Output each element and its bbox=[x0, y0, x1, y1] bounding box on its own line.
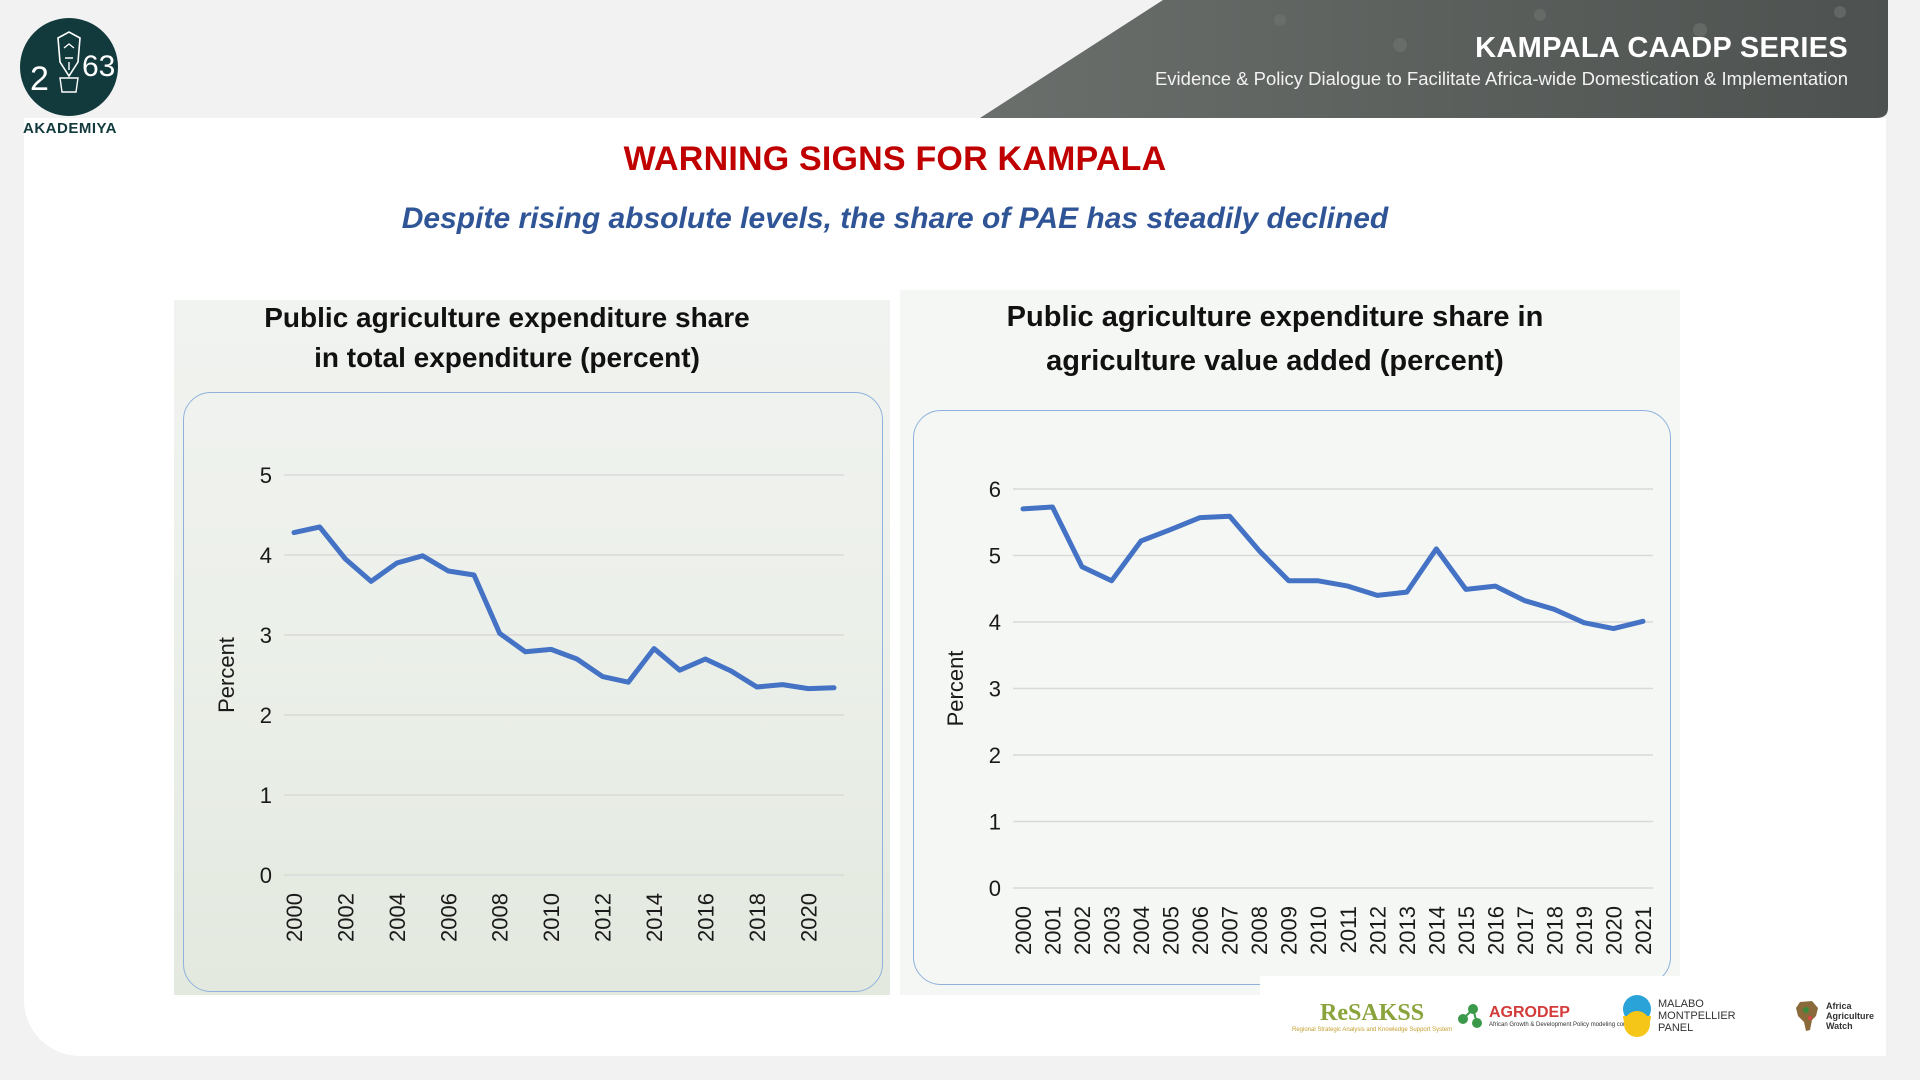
chart1-title-line1: Public agriculture expenditure share bbox=[264, 302, 750, 333]
banner-shape bbox=[980, 0, 1888, 118]
series-subtitle: Evidence & Policy Dialogue to Facilitate… bbox=[1154, 68, 1848, 89]
chart1-xtick-label: 2012 bbox=[591, 893, 616, 942]
resakss-name: ReSAKSS bbox=[1320, 999, 1425, 1026]
chart2-xtick-label: 2006 bbox=[1188, 906, 1213, 955]
malabo-montpellier-logo: MALABO MONTPELLIER PANEL bbox=[1622, 976, 1736, 1056]
chart1-xtick-label: 2008 bbox=[488, 893, 513, 942]
logo-emblem: 2 63 bbox=[20, 18, 118, 116]
series-banner: KAMPALA CAADP SERIES Evidence & Policy D… bbox=[980, 0, 1888, 118]
chart2-xtick-label: 2011 bbox=[1336, 906, 1361, 953]
chart2-xtick-label: 2020 bbox=[1601, 906, 1626, 955]
logo-mask-icon: 2 63 bbox=[30, 31, 115, 98]
chart1-plot: 0 1 2 3 4 5 2000 2002 2004 2006 2008 2010 2012 2014 20… bbox=[214, 463, 844, 942]
partner-logos: ReSAKSS Regional Strategic Analysis and … bbox=[1260, 976, 1886, 1056]
chart1-ytick-label: 2 bbox=[260, 703, 272, 728]
agrodep-name: AGRODEP bbox=[1489, 1004, 1570, 1021]
slide-subtitle: Despite rising absolute levels, the shar… bbox=[401, 202, 1389, 235]
agrodep-tagline: African Growth & Development Policy mode… bbox=[1489, 1022, 1647, 1028]
slide-title: WARNING SIGNS FOR KAMPALA bbox=[623, 140, 1167, 178]
chart2-ytick-label: 6 bbox=[989, 477, 1001, 502]
chart2-ytick-label: 3 bbox=[989, 677, 1001, 702]
chart2-title-line1: Public agriculture expenditure share in bbox=[1006, 301, 1544, 333]
chart1-ytick-label: 4 bbox=[260, 543, 272, 568]
chart2-xtick-label: 2005 bbox=[1159, 906, 1184, 955]
chart1-xtick-label: 2018 bbox=[745, 893, 770, 942]
chart2-xtick-label: 2008 bbox=[1247, 906, 1272, 955]
resakss-tagline: Regional Strategic Analysis and Knowledg… bbox=[1292, 1026, 1453, 1033]
chart1-series-line bbox=[291, 524, 837, 692]
chart2-ytick-label: 2 bbox=[989, 743, 1001, 768]
chart2-ytick-label: 4 bbox=[989, 610, 1001, 635]
akademiya-logo: 2 63 AKADEMIYA bbox=[16, 16, 124, 142]
chart2-ytick-label: 5 bbox=[989, 544, 1001, 569]
agrodep-molecule-icon bbox=[1458, 1004, 1482, 1028]
chart1-ytick-label: 1 bbox=[260, 783, 272, 808]
chart2-ytick-label: 0 bbox=[989, 876, 1001, 901]
chart2-xtick-label: 2002 bbox=[1070, 906, 1095, 955]
chart2-ytick-label: 1 bbox=[989, 810, 1001, 835]
chart1-xtick-label: 2014 bbox=[642, 893, 667, 942]
aaw-line2: Agriculture bbox=[1826, 1011, 1875, 1021]
chart2-xtick-label: 2004 bbox=[1129, 906, 1154, 955]
malabo-line2: MONTPELLIER bbox=[1658, 1010, 1736, 1022]
chart2-xtick-label: 2001 bbox=[1041, 906, 1066, 955]
chart1-xtick-label: 2002 bbox=[333, 893, 358, 942]
chart2-xtick-label: 2018 bbox=[1542, 906, 1567, 955]
chart1-ytick-label: 0 bbox=[260, 863, 272, 888]
chart2-background bbox=[900, 290, 1680, 995]
chart2-xtick-label: 2003 bbox=[1100, 906, 1125, 955]
chart2-xtick-label: 2010 bbox=[1306, 906, 1331, 955]
malabo-line3: PANEL bbox=[1658, 1022, 1694, 1034]
chart1-ytick-label: 5 bbox=[260, 463, 272, 488]
chart1-xtick-label: 2020 bbox=[796, 893, 821, 942]
chart1-title: Public agriculture expenditure share in … bbox=[174, 298, 840, 378]
logo-word: AKADEMIYA bbox=[23, 120, 117, 137]
chart1-title-line2: in total expenditure (percent) bbox=[314, 342, 700, 373]
chart2-series-line bbox=[1020, 504, 1646, 632]
chart2-title: Public agriculture expenditure share in … bbox=[900, 295, 1650, 383]
chart2-title-line2: agriculture value added (percent) bbox=[1046, 345, 1504, 377]
chart2-xtick-label: 2012 bbox=[1365, 906, 1390, 955]
africa-agriculture-watch-logo: Africa Agriculture Watch bbox=[1792, 976, 1874, 1056]
chart1-xtick-label: 2010 bbox=[539, 893, 564, 942]
chart1-xtick-label: 2016 bbox=[693, 893, 718, 942]
chart1-ylabel: Percent bbox=[214, 637, 239, 713]
chart2-xtick-label: 2000 bbox=[1011, 906, 1036, 955]
africa-map-icon bbox=[1796, 1001, 1818, 1031]
chart1-xtick-label: 2006 bbox=[436, 893, 461, 942]
logo-numerals-right: 63 bbox=[82, 50, 115, 83]
aaw-line3: Watch bbox=[1826, 1021, 1853, 1031]
chart1-xtick-label: 2004 bbox=[385, 893, 410, 942]
chart2-xtick-label: 2021 bbox=[1631, 906, 1656, 955]
chart2-xtick-label: 2014 bbox=[1424, 906, 1449, 955]
aaw-line1: Africa bbox=[1826, 1001, 1852, 1011]
chart2-xtick-label: 2007 bbox=[1218, 906, 1243, 955]
chart1-xtick-label: 2000 bbox=[282, 893, 307, 942]
chart1-background bbox=[174, 300, 890, 995]
chart2-xtick-label: 2013 bbox=[1395, 906, 1420, 955]
chart2-xtick-label: 2017 bbox=[1513, 906, 1538, 955]
series-title: KAMPALA CAADP SERIES bbox=[1475, 32, 1848, 64]
chart1-ytick-label: 3 bbox=[260, 623, 272, 648]
logo-numerals-left: 2 bbox=[30, 60, 49, 98]
malabo-line1: MALABO bbox=[1658, 998, 1704, 1010]
chart2-ylabel: Percent bbox=[943, 651, 968, 727]
agrodep-logo: AGRODEP African Growth & Development Pol… bbox=[1455, 976, 1646, 1056]
chart1-plot-frame bbox=[183, 392, 883, 992]
chart2-xtick-label: 2019 bbox=[1572, 906, 1597, 955]
chart2-xtick-label: 2009 bbox=[1277, 906, 1302, 955]
chart2-xtick-label: 2015 bbox=[1454, 906, 1479, 955]
chart2-xtick-label: 2016 bbox=[1483, 906, 1508, 955]
resakss-logo: ReSAKSS Regional Strategic Analysis and … bbox=[1292, 976, 1452, 1056]
malabo-circle-icon bbox=[1623, 995, 1651, 1037]
